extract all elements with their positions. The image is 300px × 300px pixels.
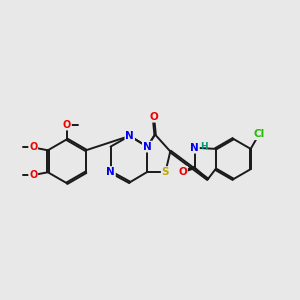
Text: H: H bbox=[200, 142, 208, 151]
Text: O: O bbox=[178, 167, 187, 177]
Text: O: O bbox=[149, 112, 158, 122]
Text: O: O bbox=[29, 170, 37, 180]
Text: S: S bbox=[162, 167, 169, 177]
Text: O: O bbox=[29, 142, 37, 152]
Text: O: O bbox=[63, 120, 71, 130]
Text: N: N bbox=[125, 131, 134, 141]
Text: Cl: Cl bbox=[254, 129, 265, 139]
Text: N: N bbox=[190, 143, 199, 153]
Text: N: N bbox=[143, 142, 152, 152]
Text: N: N bbox=[106, 167, 115, 177]
